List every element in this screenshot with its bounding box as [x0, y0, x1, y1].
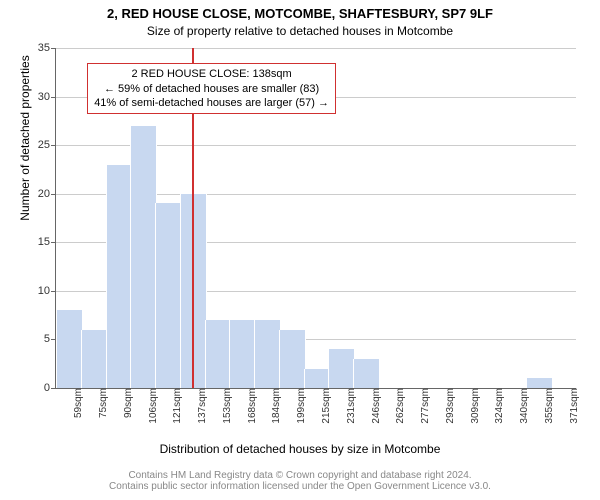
histogram-bar — [526, 378, 553, 388]
histogram-bar — [304, 369, 331, 388]
annotation-box: 2 RED HOUSE CLOSE: 138sqm← 59% of detach… — [87, 63, 336, 114]
ytick-label: 35 — [38, 42, 56, 54]
footer-line2: Contains public sector information licen… — [0, 481, 600, 492]
xtick-label: 355sqm — [542, 388, 555, 424]
xtick-label: 262sqm — [393, 388, 406, 424]
gridline — [56, 48, 576, 49]
histogram-bar — [81, 330, 108, 388]
chart-container: 2, RED HOUSE CLOSE, MOTCOMBE, SHAFTESBUR… — [0, 0, 600, 500]
footer: Contains HM Land Registry data © Crown c… — [0, 470, 600, 492]
ytick-label: 30 — [38, 91, 56, 103]
x-axis-label: Distribution of detached houses by size … — [0, 442, 600, 456]
histogram-bar — [279, 330, 306, 388]
xtick-label: 137sqm — [195, 388, 208, 424]
xtick-label: 371sqm — [567, 388, 580, 424]
xtick-label: 277sqm — [418, 388, 431, 424]
ytick-label: 5 — [44, 333, 56, 345]
xtick-label: 340sqm — [517, 388, 530, 424]
histogram-bar — [254, 320, 281, 388]
xtick-label: 106sqm — [146, 388, 159, 424]
xtick-label: 90sqm — [121, 388, 134, 418]
xtick-label: 75sqm — [96, 388, 109, 418]
histogram-bar — [205, 320, 232, 388]
histogram-bar — [130, 126, 157, 388]
histogram-bar — [328, 349, 355, 388]
footer-line1: Contains HM Land Registry data © Crown c… — [0, 470, 600, 481]
plot-area: 0510152025303559sqm75sqm90sqm106sqm121sq… — [55, 48, 576, 389]
xtick-label: 153sqm — [220, 388, 233, 424]
xtick-label: 231sqm — [344, 388, 357, 424]
histogram-bar — [106, 165, 133, 388]
annotation-line: ← 59% of detached houses are smaller (83… — [94, 82, 329, 96]
xtick-label: 199sqm — [294, 388, 307, 424]
annotation-line: 41% of semi-detached houses are larger (… — [94, 96, 329, 110]
annotation-line: 2 RED HOUSE CLOSE: 138sqm — [94, 67, 329, 81]
xtick-label: 59sqm — [71, 388, 84, 418]
histogram-bar — [155, 203, 182, 388]
xtick-label: 121sqm — [170, 388, 183, 424]
ytick-label: 25 — [38, 139, 56, 151]
xtick-label: 215sqm — [319, 388, 332, 424]
xtick-label: 324sqm — [492, 388, 505, 424]
ytick-label: 20 — [38, 188, 56, 200]
xtick-label: 184sqm — [269, 388, 282, 424]
ytick-label: 15 — [38, 236, 56, 248]
histogram-bar — [56, 310, 83, 388]
xtick-label: 246sqm — [369, 388, 382, 424]
xtick-label: 293sqm — [443, 388, 456, 424]
histogram-bar — [229, 320, 256, 388]
histogram-bar — [353, 359, 380, 388]
ytick-label: 10 — [38, 285, 56, 297]
chart-subtitle: Size of property relative to detached ho… — [0, 24, 600, 38]
xtick-label: 168sqm — [245, 388, 258, 424]
ytick-label: 0 — [44, 382, 56, 394]
chart-title: 2, RED HOUSE CLOSE, MOTCOMBE, SHAFTESBUR… — [0, 6, 600, 21]
y-axis-label: Number of detached properties — [18, 0, 32, 308]
xtick-label: 309sqm — [468, 388, 481, 424]
